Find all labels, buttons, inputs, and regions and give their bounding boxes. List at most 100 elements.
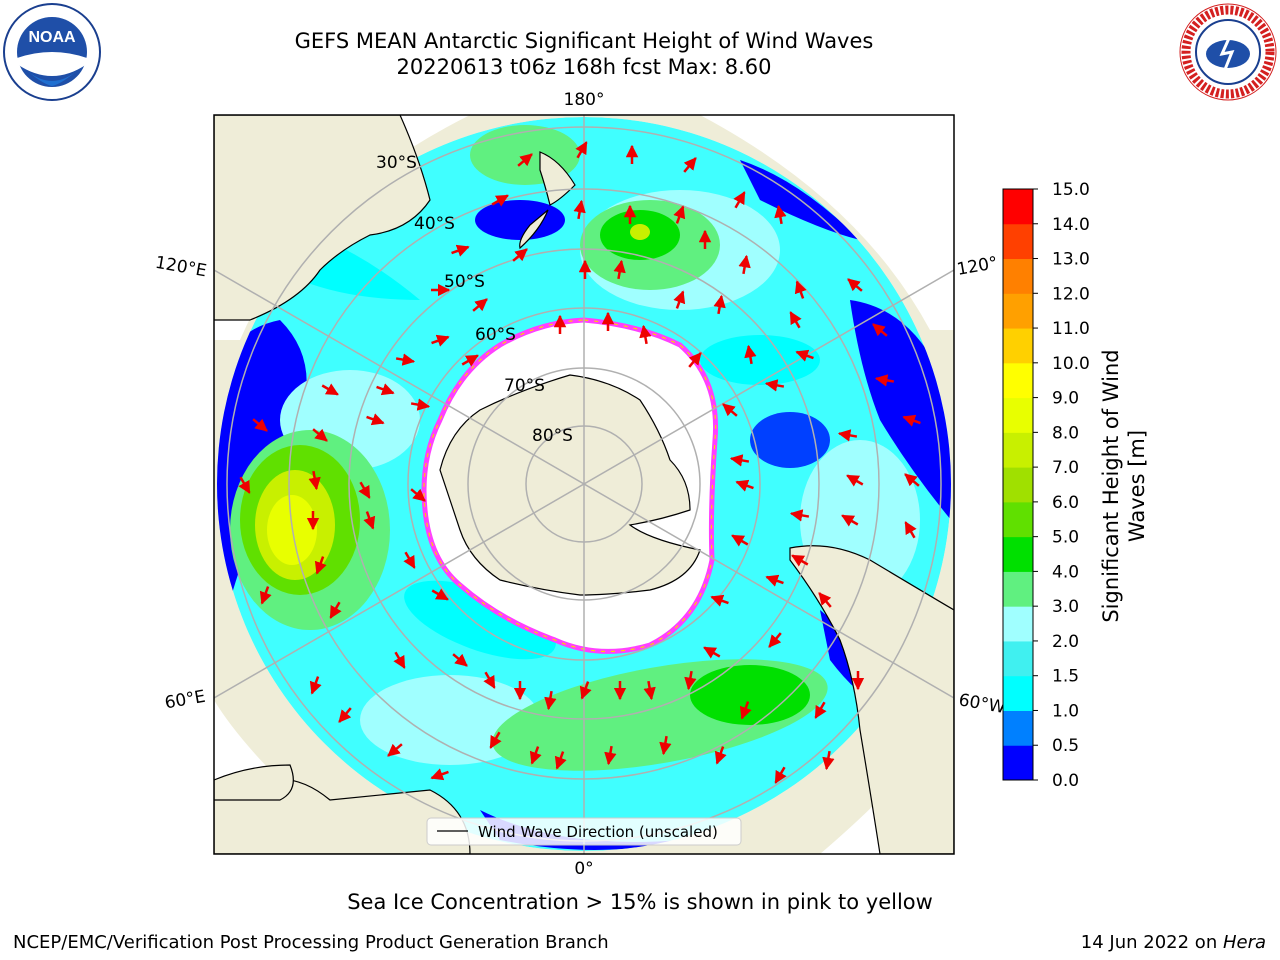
wave-direction-arrow	[673, 290, 686, 309]
wave-direction-arrow	[363, 511, 376, 530]
wave-direction-arrow	[713, 294, 726, 315]
land-antarctica	[439, 374, 701, 596]
wave-direction-arrow	[403, 551, 416, 569]
wave-direction-arrow	[902, 414, 921, 427]
wave-direction-arrow	[338, 707, 352, 723]
colorbar-segment	[1003, 293, 1033, 329]
colorbar-tick-label: 0.5	[1052, 736, 1079, 756]
colorbar-segment	[1003, 640, 1033, 677]
wave-direction-arrow	[252, 418, 268, 432]
wave-direction-arrow	[795, 349, 814, 362]
legend-label: Wind Wave Direction (unscaled)	[478, 823, 718, 841]
wave-direction-arrow	[722, 403, 738, 417]
colorbar-segment	[1003, 397, 1033, 433]
wave-direction-arrow	[366, 413, 385, 426]
colorbar-tick-label: 1.0	[1052, 701, 1079, 721]
wave-direction-arrow	[683, 157, 697, 173]
wave-direction-arrow	[544, 690, 557, 711]
wave-direction-arrow	[238, 476, 251, 494]
lon-label-120w: 120°	[955, 253, 999, 280]
wave-direction-arrow	[733, 191, 746, 209]
wave-direction-arrow	[794, 280, 807, 299]
wave-direction-arrow	[309, 676, 322, 695]
lon-label-60w: 60°W	[957, 690, 1007, 718]
wave-direction-arrow	[765, 574, 784, 587]
lat-label-30s: 30°S	[376, 153, 417, 173]
wave-direction-arrow	[729, 454, 750, 467]
colorbar-segment	[1003, 501, 1033, 538]
wave-direction-arrow	[387, 743, 403, 757]
colorbar-tick-label: 13.0	[1052, 250, 1090, 270]
colorbar-tick-label: 11.0	[1052, 319, 1090, 339]
lat-label-50s: 50°S	[444, 272, 485, 292]
wave-direction-arrow	[517, 153, 533, 167]
colorbar-tick-label: 14.0	[1052, 215, 1090, 235]
wave-direction-arrow	[579, 681, 592, 700]
colorbar-tick-label: 7.0	[1052, 458, 1079, 478]
colorbar-segment	[1003, 189, 1033, 225]
wave-direction-arrow	[259, 586, 272, 605]
wave-direction-arrow	[451, 244, 470, 257]
wave-direction-arrow	[684, 670, 697, 691]
wave-direction-arrow	[774, 204, 787, 225]
wave-direction-arrow	[791, 554, 809, 567]
wave-direction-arrow	[395, 353, 416, 366]
wave-direction-arrow	[735, 479, 754, 492]
wind-wave-arrows	[238, 141, 921, 784]
wave-direction-arrow	[483, 671, 496, 689]
colorbar-segment	[1003, 745, 1033, 781]
wave-direction-arrow	[789, 509, 810, 522]
wave-direction-arrow	[739, 701, 752, 720]
wave-direction-arrow	[573, 199, 586, 220]
lon-label-60e: 60°E	[163, 687, 207, 714]
wave-direction-arrow	[431, 588, 449, 601]
colorbar-segment	[1003, 536, 1033, 572]
colorbar-segment	[1003, 362, 1033, 399]
wave-direction-arrow	[846, 474, 864, 487]
wave-direction-arrow	[818, 592, 832, 608]
colorbar-segment	[1003, 258, 1033, 294]
wave-direction-arrow	[529, 746, 542, 765]
legend: Wind Wave Direction (unscaled)	[426, 817, 742, 846]
wave-direction-arrow	[512, 248, 528, 262]
colorbar-tick-label: 0.0	[1052, 771, 1079, 791]
footer-credit: NCEP/EMC/Verification Post Processing Pr…	[13, 932, 609, 953]
colorbar: 0.0 0.5 1.0 1.5 2.0 3.0 4.0 5.0 6.0 7.0 8.0 9.0 10.0…	[1002, 180, 1090, 791]
wave-direction-arrow	[874, 374, 895, 387]
wave-direction-arrow	[731, 534, 749, 547]
wave-direction-arrow	[613, 259, 626, 280]
colorbar-segment	[1003, 467, 1033, 503]
lon-label-120e: 120°E	[154, 253, 208, 282]
wave-direction-arrow	[814, 701, 827, 719]
colorbar-segment	[1003, 606, 1033, 642]
wave-direction-arrow	[872, 323, 888, 337]
wave-direction-arrow	[393, 651, 406, 669]
wave-direction-arrow	[904, 521, 917, 539]
chart-subtitle: 20220613 t06z 168h fcst Max: 8.60	[396, 55, 772, 79]
map-frame	[213, 114, 955, 855]
colorbar-segment	[1003, 675, 1033, 711]
wave-direction-arrow	[329, 601, 342, 619]
wave-direction-arrow	[430, 768, 449, 781]
colorbar-tick-label: 8.0	[1052, 423, 1079, 443]
lat-label-40s: 40°S	[414, 214, 455, 234]
lon-label-180: 180°	[564, 90, 605, 110]
colorbar-tick-label: 12.0	[1052, 284, 1090, 304]
colorbar-tick-label: 15.0	[1052, 180, 1090, 200]
sea-ice-caption: Sea Ice Concentration > 15% is shown in …	[347, 890, 933, 914]
wave-direction-arrow	[554, 751, 567, 770]
wave-direction-arrow	[321, 383, 339, 396]
wave-direction-arrow	[643, 680, 656, 701]
colorbar-frame	[1002, 188, 1034, 781]
wave-direction-arrow	[410, 488, 426, 502]
wave-direction-arrow	[673, 205, 686, 224]
footer-date: 14 Jun 2022 on Hera	[1080, 932, 1266, 953]
wave-direction-arrow	[768, 632, 782, 648]
wave-direction-arrow	[703, 646, 721, 659]
wave-direction-arrow	[714, 746, 727, 765]
svg-text:NOAA: NOAA	[28, 29, 76, 46]
wave-direction-arrow	[789, 311, 802, 329]
colorbar-segment	[1003, 571, 1033, 607]
colorbar-segment	[1003, 710, 1033, 746]
